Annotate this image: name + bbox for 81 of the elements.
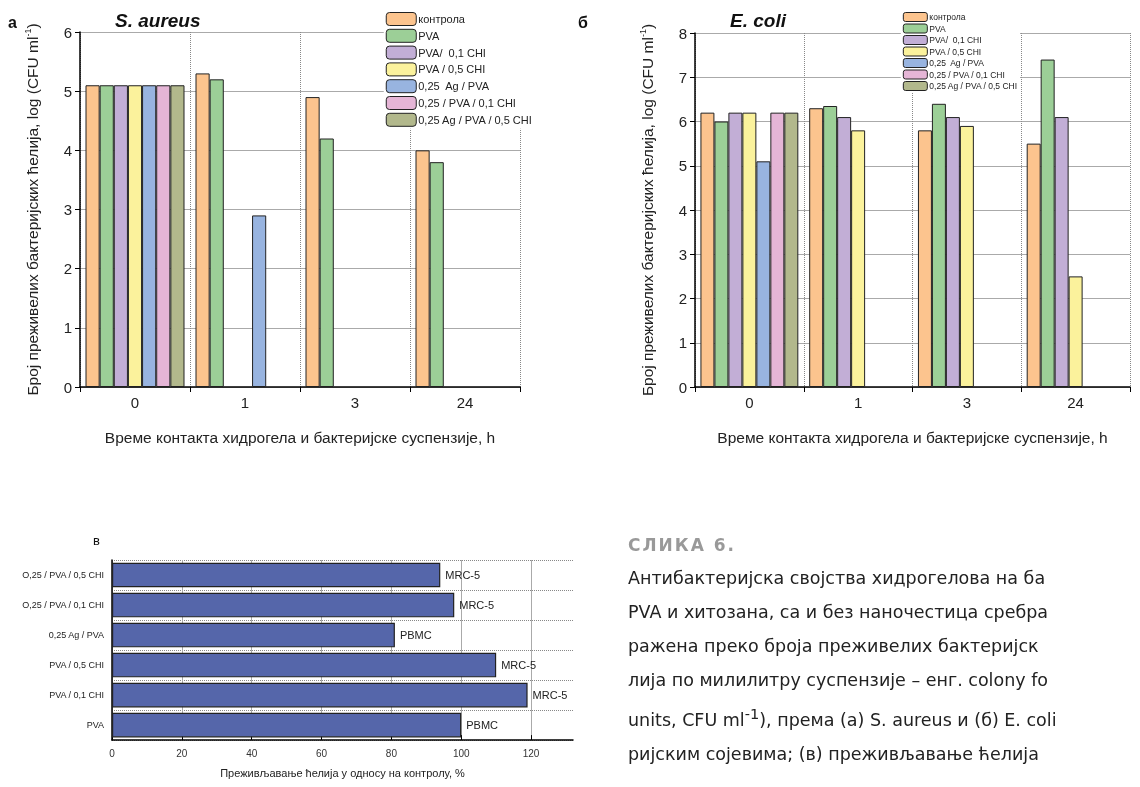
legend-label: PVA / 0,5 CHI xyxy=(418,63,486,76)
y-tick-label: 2 xyxy=(63,260,72,278)
text: а xyxy=(8,13,17,31)
bar xyxy=(112,712,462,738)
y-tick-label: PVA / 0,5 CHI xyxy=(49,660,104,671)
y-tick-label: O,25 / PVA / 0,5 CHI xyxy=(22,570,104,581)
text: б xyxy=(578,13,588,31)
legend-label: 0,25 Ag / PVA / 0,5 CHI xyxy=(929,81,1018,91)
bar xyxy=(112,652,497,678)
bar xyxy=(252,215,267,387)
text: лија по милилитру суспензије – енг. colony fo xyxy=(628,669,1050,692)
text: ријским сојевима; (в) преживљавање ћелија xyxy=(628,742,1040,766)
x-tick-label: 1 xyxy=(853,394,863,411)
x-tick-label: 100 xyxy=(452,747,471,759)
x-tick-label: 0 xyxy=(109,747,116,759)
y-tick-label: 6 xyxy=(678,113,687,130)
y-tick-label: 3 xyxy=(678,245,687,263)
y-tick-label: 5 xyxy=(63,82,72,100)
y-tick-label: 3 xyxy=(63,201,72,218)
y-axis-title: Број преживелих бактеријских ћелија, log (CFU ml-1) xyxy=(637,23,656,397)
text: units, CFU ml$^{-1}$), према (а) S. aureus и (б) E. coli xyxy=(628,704,1058,732)
data-label: MRC-5 xyxy=(459,599,495,612)
y-tick-label: 0 xyxy=(63,378,72,396)
y-tick-label: O,25 / PVA / 0,1 CHI xyxy=(22,600,104,611)
y-tick-label: 4 xyxy=(678,201,687,219)
x-axis-title: Време контакта хидрогела и бактеријске суспензије, h xyxy=(717,428,1108,446)
text: PVA и хитозана, са и без наночестица сребра xyxy=(628,601,1050,624)
y-axis-title: Број преживелих бактеријских ћелија, log (CFU ml-1) xyxy=(22,23,41,396)
y-tick-label: 6 xyxy=(63,23,72,41)
y-tick-label: PVA / 0,1 CHI xyxy=(49,690,104,701)
data-label: MRC-5 xyxy=(532,689,568,702)
legend-label: PVA/ 0,1 CHI xyxy=(929,35,982,45)
y-tick-label: 4 xyxy=(63,141,72,159)
y-tick-label: 1 xyxy=(63,319,72,337)
y-tick-label: 1 xyxy=(678,334,687,352)
chart-title: S. aureus xyxy=(115,10,201,31)
legend-label: PVA / 0,5 CHI xyxy=(929,46,982,57)
x-tick-label: 1 xyxy=(240,394,250,411)
x-tick-label: 0 xyxy=(745,394,754,411)
bar xyxy=(112,562,441,588)
legend-label: 0,25 Ag / PVA xyxy=(418,80,490,93)
x-axis-title: Време контакта хидрогела и бактеријске суспензије, h xyxy=(104,428,496,446)
y-tick-label: 8 xyxy=(678,24,687,42)
y-tick-label: 0,25 Ag / PVA xyxy=(48,630,104,641)
y-tick-label: 0 xyxy=(678,378,687,396)
bar xyxy=(112,592,455,618)
legend-label: 0,25 Ag / PVA xyxy=(929,58,985,68)
y-tick-label: PVA xyxy=(86,720,104,731)
x-tick-label: 120 xyxy=(522,747,540,759)
legend-label: 0,25 / PVA / 0,1 CHI xyxy=(929,69,1005,80)
x-axis-title: Преживљавање ћелија у односу на контролу, % xyxy=(220,766,466,779)
bar xyxy=(112,682,528,708)
x-tick-label: 0 xyxy=(130,394,140,411)
x-tick-label: 3 xyxy=(350,394,360,411)
legend-label: контрола xyxy=(418,13,466,25)
legend-label: 0,25 / PVA / 0,1 CHI xyxy=(418,97,516,109)
x-tick-label: 80 xyxy=(385,747,398,759)
bar xyxy=(112,622,395,648)
x-tick-label: 60 xyxy=(315,747,328,759)
legend-label: 0,25 Ag / PVA / 0,5 CHI xyxy=(418,113,532,126)
legend-label: контрола xyxy=(929,12,966,22)
chart-title: в xyxy=(93,533,100,548)
legend-label: PVA xyxy=(418,29,441,42)
y-tick-label: 7 xyxy=(678,68,687,86)
x-tick-label: 3 xyxy=(962,394,972,411)
data-label: MRC-5 xyxy=(501,659,537,672)
legend-label: PVA/ 0,1 CHI xyxy=(418,46,486,59)
chart-title: E. coli xyxy=(730,10,787,31)
data-label: PBMC xyxy=(466,719,499,732)
x-tick-label: 40 xyxy=(246,747,258,759)
y-tick-label: 5 xyxy=(678,157,687,175)
text: Антибактеријска својства хидрогелова на ба xyxy=(628,567,1047,590)
x-tick-label: 20 xyxy=(176,747,188,759)
x-tick-label: 24 xyxy=(456,394,474,411)
text: СЛИКА 6. xyxy=(628,535,738,555)
data-label: MRC-5 xyxy=(445,569,481,582)
legend-label: PVA xyxy=(929,23,947,34)
y-tick-label: 2 xyxy=(678,290,687,307)
data-label: PBMC xyxy=(399,629,432,642)
x-tick-label: 24 xyxy=(1067,394,1084,411)
text: ражена преко броја преживелих бактеријск xyxy=(628,635,1040,658)
